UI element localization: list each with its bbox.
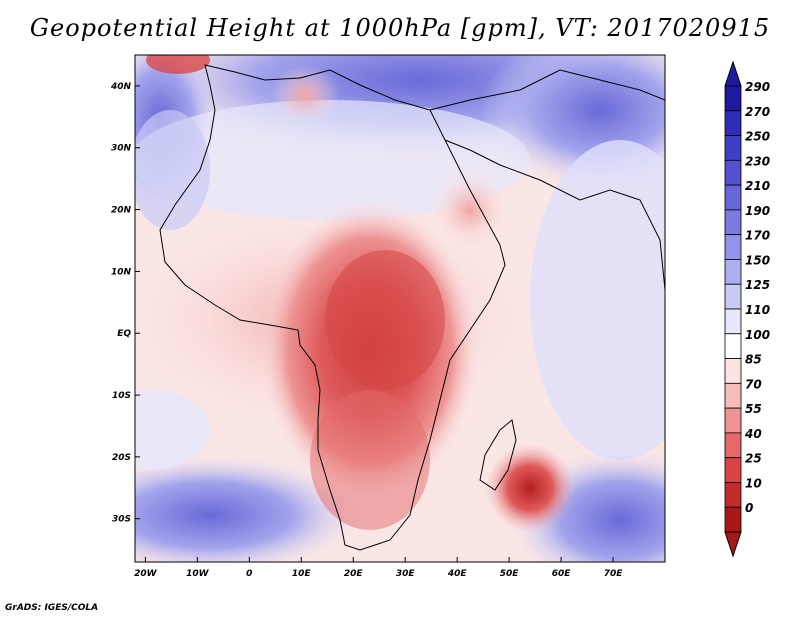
colorbar-label: 270: [745, 105, 770, 119]
lon-tick-label: 20E: [344, 569, 364, 579]
colorbar-swatch: [724, 457, 742, 483]
colorbar-swatch: [724, 234, 742, 260]
lat-tick-label: 10N: [111, 267, 132, 277]
lon-tick-label: 10E: [292, 569, 312, 579]
colorbar-swatch: [724, 407, 742, 434]
footer-credit: GrADS: IGES/COLA: [5, 603, 99, 613]
lat-tick-label: 20S: [112, 453, 131, 463]
colorbar-swatch: [724, 85, 742, 112]
colorbar-label: 100: [745, 328, 770, 342]
colorbar-swatch: [724, 432, 742, 459]
colorbar-label: 150: [745, 253, 770, 267]
longitude-axis: 20W 10W 0 10E 20E 30E 40E 50E 60E 70E: [134, 557, 623, 579]
field-shading: [135, 55, 665, 562]
colorbar-bottom-arrow: [724, 531, 742, 558]
colorbar-swatch: [724, 358, 742, 384]
colorbar-label: 70: [745, 377, 762, 391]
colorbar-swatch: [724, 184, 742, 211]
coastlines: [159, 64, 665, 551]
colorbar-swatch: [724, 259, 742, 285]
colorbar-swatch: [724, 382, 742, 409]
colorbar-label: 230: [745, 154, 770, 168]
colorbar-label: 170: [745, 229, 770, 243]
lat-tick-label: EQ: [117, 329, 131, 339]
map-frame-border: [134, 54, 666, 563]
colorbar-swatch: [724, 308, 742, 335]
lat-tick-label: 10S: [112, 391, 131, 401]
colorbar-label: 40: [744, 427, 762, 441]
lat-tick-label: 40N: [110, 82, 132, 92]
colorbar-swatch: [724, 209, 742, 236]
colorbar-swatch: [724, 110, 742, 136]
colorbar-label: 290: [745, 80, 770, 94]
lon-tick-label: 70E: [604, 569, 624, 579]
colorbar-label: 250: [745, 130, 770, 144]
lon-tick-label: 10W: [186, 569, 210, 579]
lon-tick-label: 40E: [447, 569, 468, 579]
colorbar-label: 25: [745, 452, 762, 466]
colorbar-label: 55: [745, 402, 762, 416]
lat-tick-label: 30N: [111, 144, 132, 154]
colorbar-label: 110: [745, 303, 770, 317]
colorbar-label: 0: [745, 501, 753, 515]
colorbar-swatch: [724, 159, 742, 186]
lon-tick-label: 50E: [500, 569, 520, 579]
colorbar-label: 10: [745, 476, 762, 490]
colorbar-swatch: [724, 333, 742, 359]
colorbar-label: 85: [745, 353, 762, 367]
colorbar-label: 190: [745, 204, 770, 218]
colorbar-swatch: [724, 135, 742, 161]
colorbar-swatch: [724, 283, 742, 310]
lon-tick-label: 0: [246, 569, 252, 579]
latitude-axis: 40N 30N 20N 10N EQ 10S 20S 30S: [110, 82, 140, 525]
colorbar-swatch: [724, 506, 742, 533]
colorbar-label: 210: [745, 179, 770, 193]
colorbar-top-arrow: [724, 60, 742, 87]
lat-tick-label: 30S: [112, 515, 131, 525]
colorbar-label: 125: [745, 278, 770, 292]
lon-tick-label: 20W: [134, 569, 158, 579]
lat-tick-label: 20N: [111, 206, 132, 216]
lon-tick-label: 60E: [552, 569, 572, 579]
colorbar-swatch: [724, 482, 742, 508]
lon-tick-label: 30E: [396, 569, 416, 579]
chart-title: Geopotential Height at 1000hPa [gpm], VT…: [29, 14, 771, 42]
